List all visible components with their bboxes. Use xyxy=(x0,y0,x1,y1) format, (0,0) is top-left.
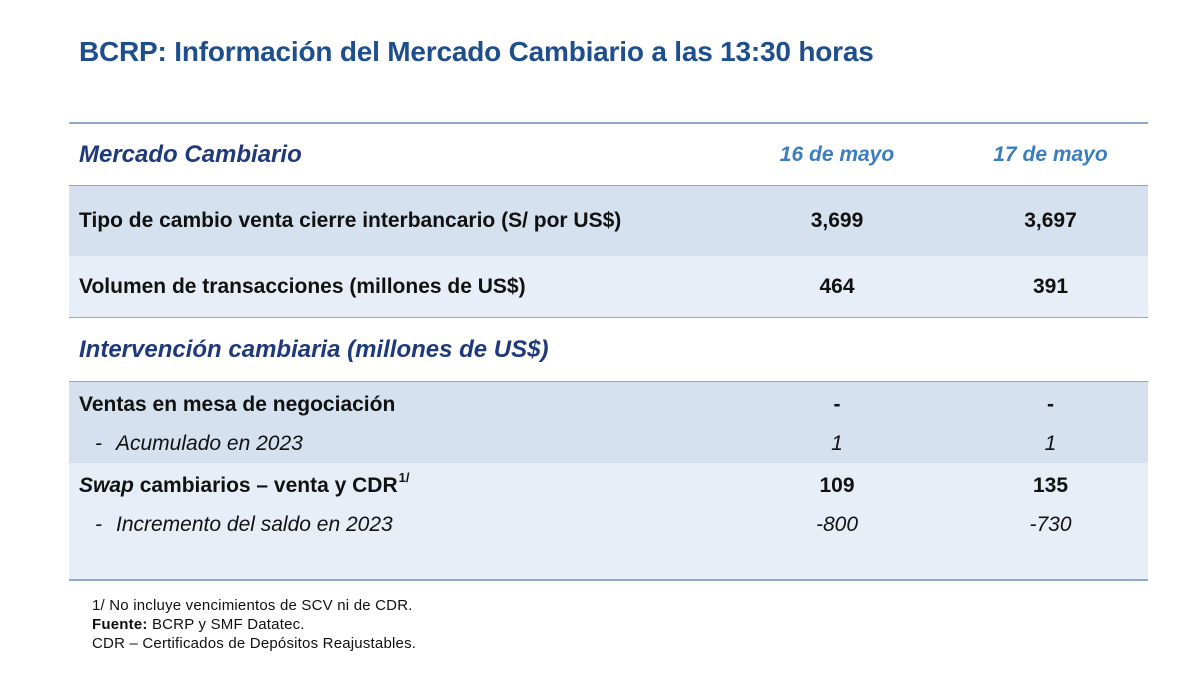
row-label: cambiarios – venta y CDR xyxy=(133,474,398,497)
footnote-cdr: CDR – Certificados de Depósitos Reajusta… xyxy=(92,635,417,652)
row-label: Ventas en mesa de negociación xyxy=(79,393,396,416)
source-label: Fuente: xyxy=(92,616,148,633)
row-value-2: 135 xyxy=(1032,474,1069,497)
header-label: Mercado Cambiario xyxy=(79,140,302,168)
table-header: Mercado Cambiario 16 de mayo 17 de mayo xyxy=(69,122,1148,186)
page-title: BCRP: Información del Mercado Cambiario … xyxy=(79,36,874,67)
row-value-2: 3,697 xyxy=(1024,209,1077,232)
footnote-ref: 1/ xyxy=(398,470,410,485)
source-text: BCRP y SMF Datatec. xyxy=(147,616,305,633)
row-label: Incremento del saldo en 2023 xyxy=(116,512,393,536)
header-date-2: 17 de mayo xyxy=(993,142,1108,166)
table-row-exchange-rate: Tipo de cambio venta cierre interbancari… xyxy=(69,186,1148,256)
row-label-italic: Swap xyxy=(79,474,134,497)
header-date-1: 16 de mayo xyxy=(779,142,895,166)
row-value-2: 391 xyxy=(1032,274,1069,298)
row-value-1: 464 xyxy=(819,274,855,298)
row-label: Tipo de cambio venta cierre interbancari… xyxy=(79,209,622,232)
row-value-2: 1 xyxy=(1044,431,1057,455)
row-label: Volumen de transacciones (millones de US… xyxy=(79,274,526,298)
footnote-source: Fuente: BCRP y SMF Datatec. xyxy=(92,615,416,634)
row-label: Acumulado en 2023 xyxy=(116,431,303,455)
section-header-intervention: Intervención cambiaria (millones de US$) xyxy=(69,318,1148,382)
row-value-1: 1 xyxy=(831,431,843,455)
row-dash: - xyxy=(95,512,102,536)
row-value-1: 109 xyxy=(819,474,855,497)
row-value-1: -800 xyxy=(815,512,859,536)
footnote-1: 1/ No incluye vencimientos de SCV ni de … xyxy=(92,597,413,614)
table-row-swap: Swap cambiarios – venta y CDR1/ 109 135 xyxy=(69,463,1148,505)
table-row-swap-incremento: - Incremento del saldo en 2023 -800 -730 xyxy=(69,505,1148,544)
row-value-2: -730 xyxy=(1029,512,1072,536)
exchange-market-table: Mercado Cambiario 16 de mayo 17 de mayo … xyxy=(69,122,1148,581)
table-row-ventas: Ventas en mesa de negociación - - xyxy=(69,382,1148,424)
footnotes: 1/ No incluye vencimientos de SCV ni de … xyxy=(92,596,416,653)
section-label: Intervención cambiaria (millones de US$) xyxy=(79,335,549,363)
table-bottom-spacer xyxy=(69,544,1148,581)
row-value-1: - xyxy=(833,393,841,416)
table-row-ventas-acumulado: - Acumulado en 2023 1 1 xyxy=(69,424,1148,463)
row-value-1: 3,699 xyxy=(810,209,864,232)
row-dash: - xyxy=(95,431,102,455)
table-row-volume: Volumen de transacciones (millones de US… xyxy=(69,256,1148,318)
row-value-2: - xyxy=(1047,393,1054,416)
